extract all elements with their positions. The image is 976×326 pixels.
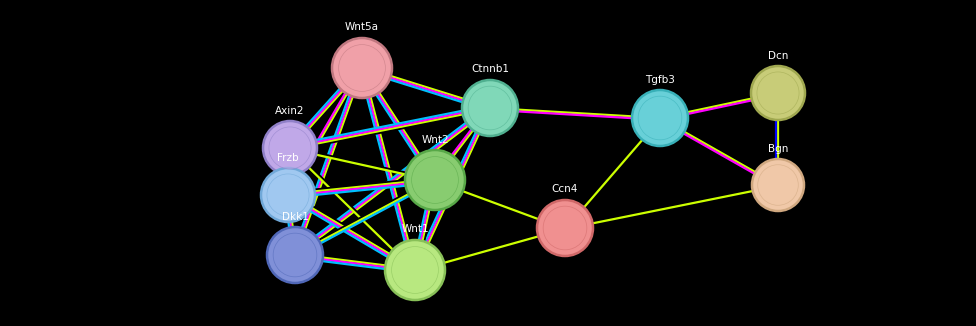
Circle shape xyxy=(544,206,587,250)
Circle shape xyxy=(391,246,438,293)
Text: Frzb: Frzb xyxy=(277,153,299,163)
Text: Dkk1: Dkk1 xyxy=(281,212,308,222)
Circle shape xyxy=(267,227,323,283)
Circle shape xyxy=(757,165,798,205)
Circle shape xyxy=(332,38,392,98)
Text: Wnt1: Wnt1 xyxy=(401,224,428,234)
Text: Dcn: Dcn xyxy=(768,51,789,61)
Circle shape xyxy=(462,80,518,136)
Circle shape xyxy=(632,90,688,146)
Circle shape xyxy=(412,156,459,203)
Circle shape xyxy=(757,72,799,114)
Circle shape xyxy=(273,233,317,277)
Text: Wnt2: Wnt2 xyxy=(422,135,449,145)
Circle shape xyxy=(752,159,804,211)
Circle shape xyxy=(263,121,317,175)
Circle shape xyxy=(638,96,682,140)
Text: Axin2: Axin2 xyxy=(275,106,305,116)
Text: Wnt5a: Wnt5a xyxy=(345,22,379,32)
Text: Bgn: Bgn xyxy=(768,144,789,154)
Text: Ccn4: Ccn4 xyxy=(551,184,578,194)
Text: Ctnnb1: Ctnnb1 xyxy=(471,64,509,74)
Circle shape xyxy=(261,168,315,222)
Text: Tgfb3: Tgfb3 xyxy=(645,75,675,85)
Circle shape xyxy=(537,200,593,256)
Circle shape xyxy=(385,240,445,300)
Circle shape xyxy=(468,86,511,130)
Circle shape xyxy=(267,174,309,216)
Circle shape xyxy=(269,127,311,169)
Circle shape xyxy=(751,66,805,120)
Circle shape xyxy=(339,45,386,91)
Circle shape xyxy=(405,150,465,210)
